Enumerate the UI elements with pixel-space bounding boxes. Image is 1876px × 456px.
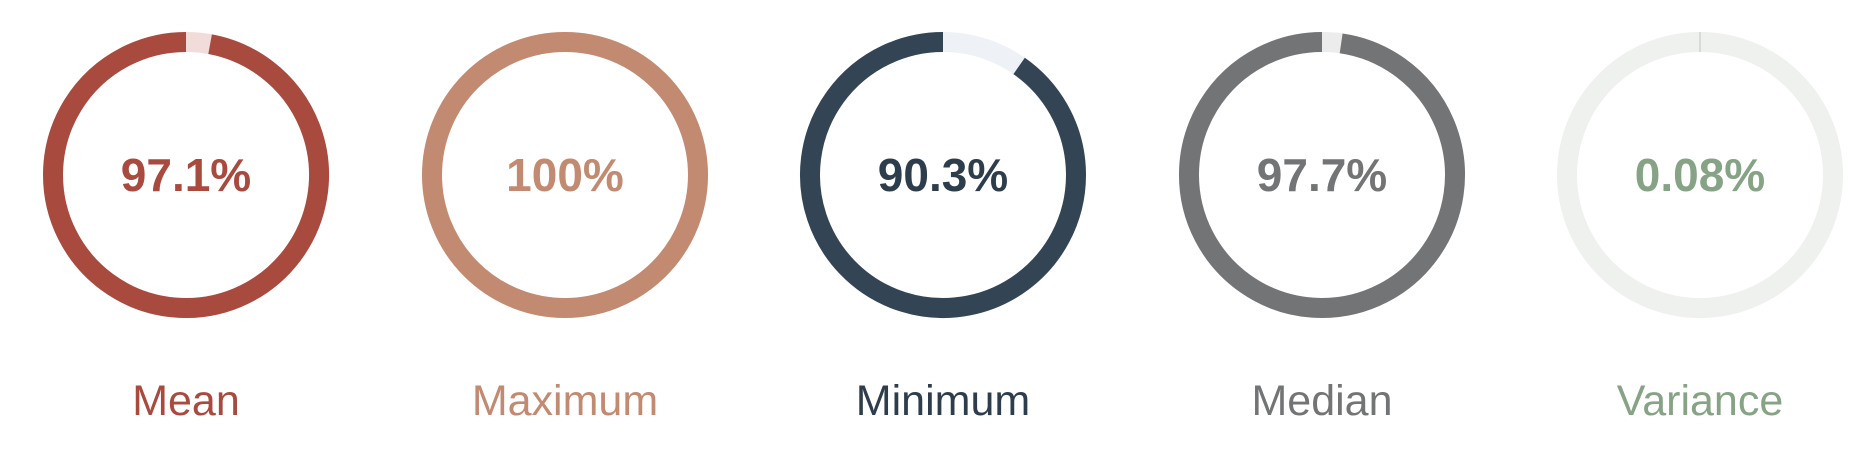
gauge-median: 97.7% Median <box>1172 0 1472 456</box>
gauge-name-label: Maximum <box>471 377 659 425</box>
gauge-value-arc <box>43 32 329 318</box>
gauge-maximum: 100% Maximum <box>415 0 715 456</box>
gauge-name-label: Median <box>1251 377 1393 425</box>
gauge-value-label: 97.1% <box>121 149 251 201</box>
gauge-value-label: 97.7% <box>1257 149 1387 201</box>
gauge-variance: 0.08% Variance <box>1550 0 1850 456</box>
gauge-minimum: 90.3% Minimum <box>793 0 1093 456</box>
gauge-ring: 97.7% <box>1178 32 1465 318</box>
gauge-value-label: 0.08% <box>1635 149 1765 201</box>
gauge-value-arc <box>1178 32 1465 318</box>
gauge-value-label: 90.3% <box>878 149 1008 201</box>
gauge-ring: 0.08% <box>1557 32 1843 318</box>
gauge-value-label: 100% <box>506 149 624 201</box>
gauge-value-arc <box>422 32 708 318</box>
gauge-ring: 100% <box>422 32 708 318</box>
gauge-ring: 90.3% <box>800 32 1086 318</box>
gauge-value-arc <box>800 32 1086 318</box>
gauge-name-label: Variance <box>1616 377 1784 425</box>
gauge-name-label: Mean <box>132 377 240 425</box>
gauge-name-label: Minimum <box>855 377 1031 425</box>
gauge-ring: 97.1% <box>43 32 329 318</box>
gauge-mean: 97.1% Mean <box>36 0 336 456</box>
